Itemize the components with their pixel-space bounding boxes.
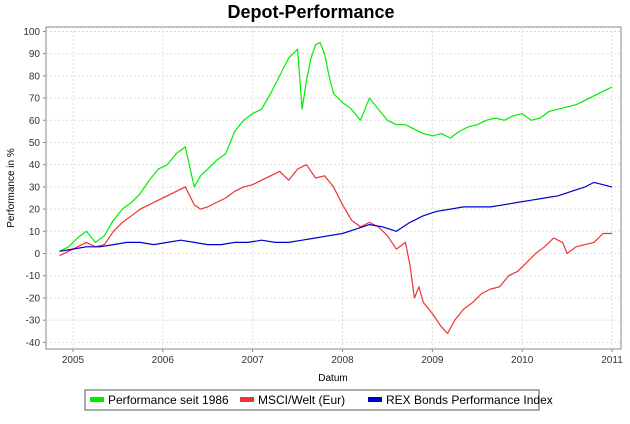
- x-axis-label: Datum: [318, 373, 347, 384]
- legend-swatch-2: [240, 397, 254, 402]
- y-tick-label: 100: [23, 27, 40, 38]
- legend-swatch-1: [90, 397, 104, 402]
- y-tick-label: 40: [29, 160, 41, 171]
- y-axis-label: Performance in %: [6, 148, 17, 228]
- x-tick-label: 2005: [62, 355, 85, 366]
- grid-layer: [46, 27, 621, 349]
- series-line-2: [59, 164, 612, 335]
- legend-swatch-3: [368, 397, 382, 402]
- y-tick-label: -30: [26, 316, 41, 327]
- y-tick-label: 80: [29, 71, 41, 82]
- legend-label-3: REX Bonds Performance Index: [386, 393, 553, 407]
- legend-label-1: Performance seit 1986: [108, 393, 229, 407]
- legend: Performance seit 1986 MSCI/Welt (Eur) REX …: [84, 389, 553, 411]
- y-tick-label: -40: [26, 338, 41, 349]
- chart-title: Depot-Performance: [227, 2, 394, 22]
- y-tick-label: 60: [29, 116, 41, 127]
- legend-label-2: MSCI/Welt (Eur): [258, 393, 345, 407]
- y-tick-label: 90: [29, 49, 41, 60]
- y-tick-label: 50: [29, 138, 41, 149]
- x-tick-label: 2009: [421, 355, 444, 366]
- y-tick-label: 30: [29, 182, 41, 193]
- y-tick-label: 20: [29, 205, 41, 216]
- tick-layer: -40 -30 -20 -10 0 10 20 30 40 50 60 70 80 90 100 2005 20…: [23, 27, 623, 366]
- x-tick-label: 2007: [242, 355, 265, 366]
- series-line-3: [59, 181, 613, 252]
- x-tick-label: 2010: [511, 355, 534, 366]
- x-tick-label: 2011: [601, 355, 623, 366]
- y-tick-label: -10: [26, 271, 41, 282]
- y-tick-label: 10: [29, 227, 41, 238]
- y-tick-label: 0: [34, 249, 40, 260]
- series-line-1: [59, 41, 613, 252]
- x-tick-label: 2006: [152, 355, 175, 366]
- y-tick-label: -20: [26, 293, 41, 304]
- series-layer: [59, 41, 613, 335]
- x-tick-label: 2008: [331, 355, 354, 366]
- legend-box: [84, 389, 540, 411]
- y-tick-label: 70: [29, 94, 41, 105]
